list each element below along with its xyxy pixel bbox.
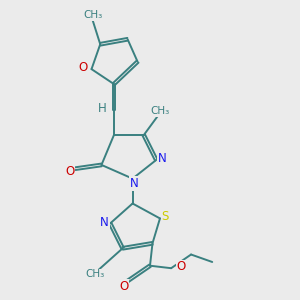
- Text: CH₃: CH₃: [150, 106, 170, 116]
- Text: O: O: [119, 280, 128, 293]
- Text: N: N: [158, 152, 167, 165]
- Text: N: N: [130, 177, 138, 190]
- Text: O: O: [177, 260, 186, 274]
- Text: CH₃: CH₃: [83, 10, 102, 20]
- Text: CH₃: CH₃: [85, 269, 105, 279]
- Text: N: N: [100, 216, 109, 229]
- Text: S: S: [162, 210, 169, 223]
- Text: H: H: [98, 102, 107, 116]
- Text: O: O: [65, 165, 74, 178]
- Text: O: O: [79, 61, 88, 74]
